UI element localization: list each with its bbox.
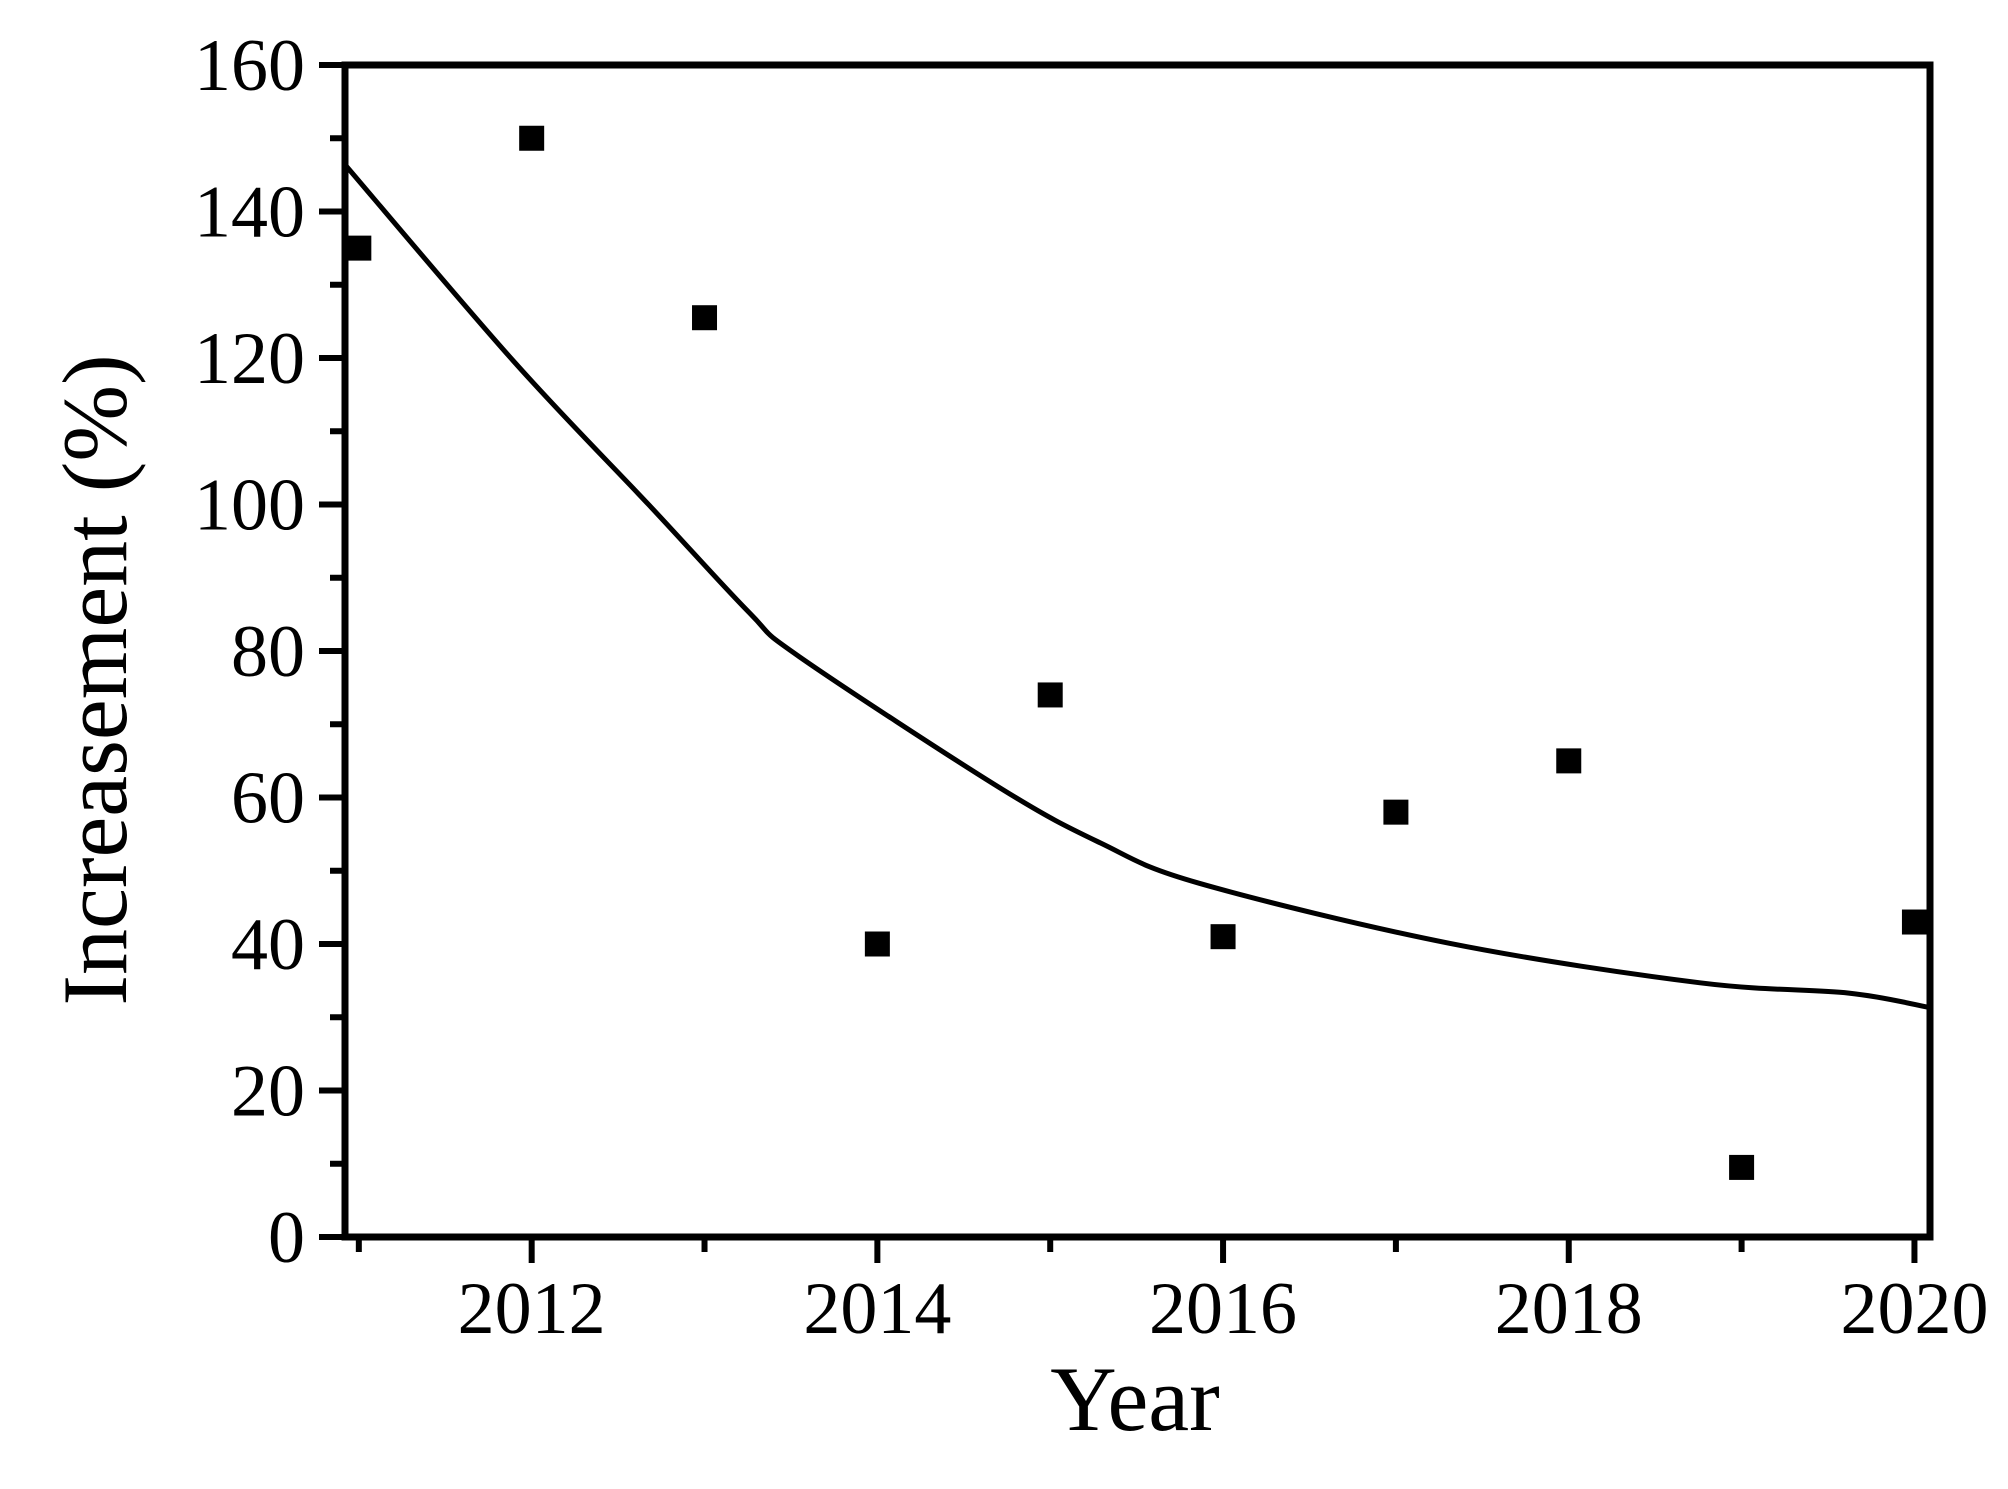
data-point-2016 [1210, 924, 1236, 950]
y-tick-label-120: 120 [194, 318, 305, 400]
x-tick-label-2014: 2014 [803, 1268, 951, 1350]
x-tick-label-2018: 2018 [1495, 1268, 1643, 1350]
x-tick-label-2016: 2016 [1149, 1268, 1297, 1350]
y-axis-title: Increasement (%) [44, 354, 146, 1005]
fit-curve-group [343, 162, 1931, 1011]
data-point-2014 [864, 931, 890, 957]
data-point-2017 [1383, 799, 1409, 825]
y-tick-label-0: 0 [268, 1197, 305, 1279]
y-tick-label-100: 100 [194, 465, 305, 547]
data-point-2019 [1729, 1154, 1755, 1180]
data-point-2015 [1037, 682, 1063, 708]
y-tick-label-140: 140 [194, 172, 305, 254]
axis-ticks [319, 62, 1918, 1263]
plot-frame [341, 61, 1934, 1241]
axis-tick-labels: 0 20 40 60 80 100 120 140 160 2012 2014 2016 2018 202… [194, 25, 1988, 1350]
data-point-2018 [1556, 748, 1582, 774]
y-tick-label-20: 20 [231, 1051, 305, 1133]
data-point-2012 [519, 125, 545, 151]
y-tick-label-40: 40 [231, 904, 305, 986]
x-tick-label-2012: 2012 [458, 1268, 606, 1350]
data-point-2020 [1901, 909, 1927, 935]
data-point-2011 [346, 235, 372, 261]
y-tick-label-80: 80 [231, 611, 305, 693]
x-tick-label-2020: 2020 [1840, 1268, 1988, 1350]
data-point-2013 [692, 305, 718, 331]
y-tick-label-60: 60 [231, 758, 305, 840]
fit-curve [343, 162, 1931, 1011]
data-points-group [346, 125, 1927, 1180]
y-tick-label-160: 160 [194, 25, 305, 107]
x-axis-title: Year [1050, 1348, 1220, 1450]
